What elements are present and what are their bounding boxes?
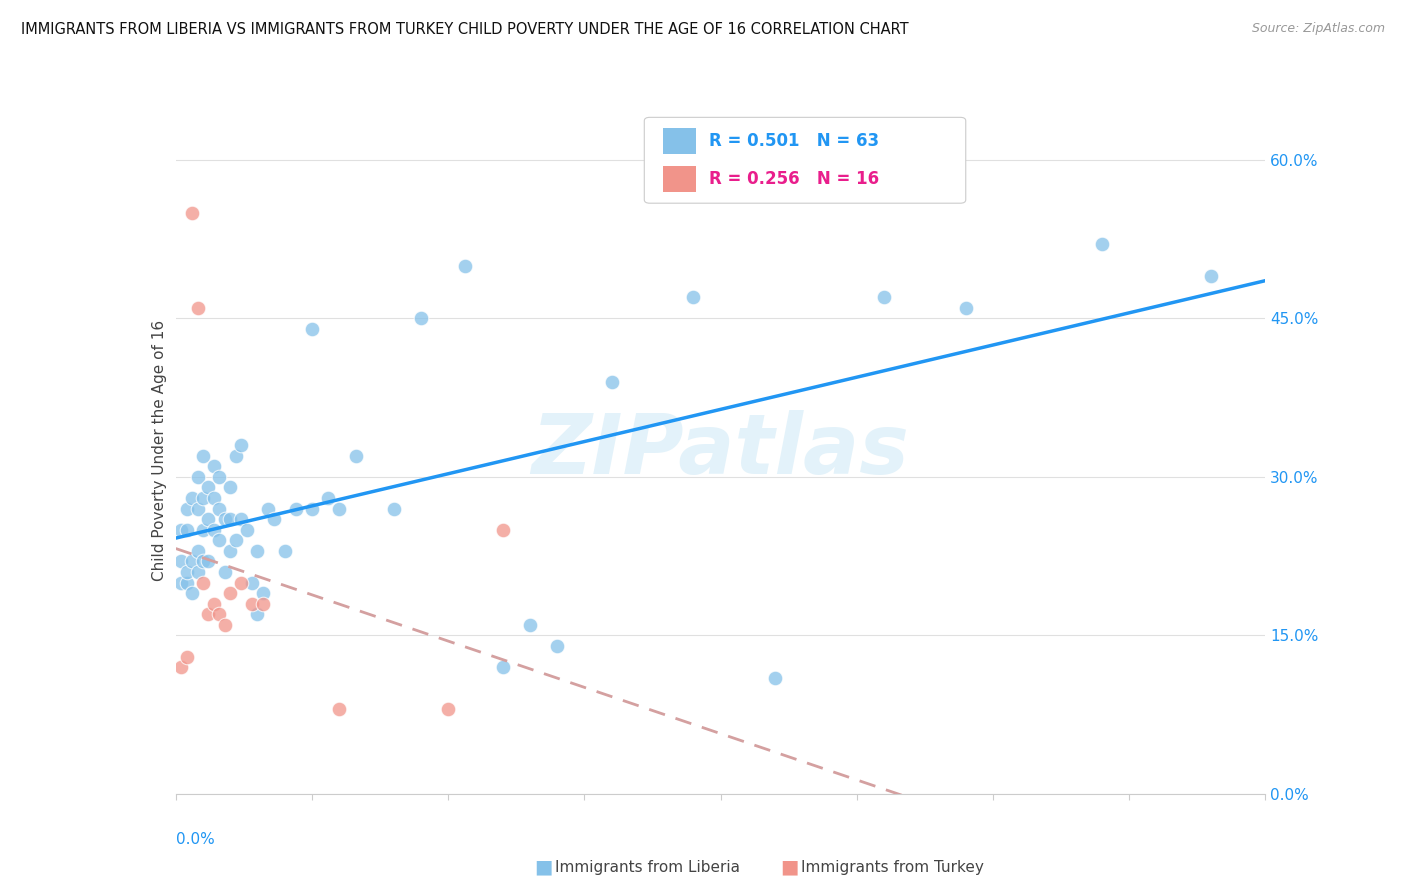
- Point: [208, 501, 231, 516]
- Point: [344, 449, 367, 463]
- Point: [246, 607, 269, 622]
- Point: [252, 597, 274, 611]
- Point: [214, 512, 236, 526]
- Point: [246, 544, 269, 558]
- Point: [955, 301, 977, 315]
- Point: [202, 597, 225, 611]
- Point: [763, 671, 786, 685]
- Point: [176, 575, 198, 590]
- Point: [240, 597, 263, 611]
- Point: [191, 523, 214, 537]
- Point: [181, 491, 204, 505]
- Point: [328, 501, 350, 516]
- Text: IMMIGRANTS FROM LIBERIA VS IMMIGRANTS FROM TURKEY CHILD POVERTY UNDER THE AGE OF: IMMIGRANTS FROM LIBERIA VS IMMIGRANTS FR…: [21, 22, 908, 37]
- Point: [186, 565, 209, 579]
- Point: [186, 301, 209, 315]
- Point: [219, 512, 242, 526]
- Point: [263, 512, 285, 526]
- Point: [252, 586, 274, 600]
- Point: [873, 290, 896, 304]
- Point: [328, 702, 350, 716]
- Text: ■: ■: [534, 857, 553, 877]
- FancyBboxPatch shape: [662, 128, 696, 154]
- FancyBboxPatch shape: [662, 166, 696, 192]
- Point: [437, 702, 460, 716]
- Point: [176, 565, 198, 579]
- Point: [186, 470, 209, 484]
- Text: ■: ■: [780, 857, 799, 877]
- Point: [219, 480, 242, 494]
- Point: [453, 259, 475, 273]
- Point: [197, 512, 219, 526]
- Text: R = 0.501   N = 63: R = 0.501 N = 63: [709, 132, 879, 150]
- Point: [284, 501, 307, 516]
- Point: [214, 617, 236, 632]
- Point: [181, 205, 204, 219]
- Point: [382, 501, 405, 516]
- Point: [176, 523, 198, 537]
- Point: [186, 501, 209, 516]
- Point: [214, 565, 236, 579]
- Point: [202, 523, 225, 537]
- Point: [301, 322, 323, 336]
- Point: [301, 501, 323, 516]
- Point: [208, 607, 231, 622]
- Point: [1199, 269, 1222, 284]
- Text: ZIPatlas: ZIPatlas: [531, 410, 910, 491]
- Text: 0.0%: 0.0%: [176, 831, 215, 847]
- Point: [409, 311, 432, 326]
- Point: [170, 575, 193, 590]
- Point: [197, 554, 219, 568]
- Point: [225, 449, 247, 463]
- Point: [492, 660, 515, 674]
- Point: [176, 649, 198, 664]
- Point: [176, 501, 198, 516]
- Point: [191, 449, 214, 463]
- Point: [1091, 237, 1114, 252]
- Point: [682, 290, 704, 304]
- Point: [186, 544, 209, 558]
- Point: [170, 523, 193, 537]
- Point: [240, 575, 263, 590]
- Point: [519, 617, 541, 632]
- Point: [235, 523, 257, 537]
- Point: [225, 533, 247, 548]
- Text: Source: ZipAtlas.com: Source: ZipAtlas.com: [1251, 22, 1385, 36]
- Point: [181, 586, 204, 600]
- Point: [231, 438, 253, 452]
- Y-axis label: Child Poverty Under the Age of 16: Child Poverty Under the Age of 16: [152, 320, 167, 581]
- Text: R = 0.256   N = 16: R = 0.256 N = 16: [709, 169, 879, 188]
- FancyBboxPatch shape: [644, 118, 966, 203]
- Point: [318, 491, 340, 505]
- Point: [600, 375, 623, 389]
- Point: [181, 554, 204, 568]
- Point: [208, 533, 231, 548]
- Point: [202, 491, 225, 505]
- Point: [257, 501, 280, 516]
- Point: [170, 554, 193, 568]
- Text: Immigrants from Turkey: Immigrants from Turkey: [801, 860, 984, 874]
- Point: [274, 544, 297, 558]
- Point: [219, 586, 242, 600]
- Point: [191, 575, 214, 590]
- Point: [231, 512, 253, 526]
- Point: [219, 544, 242, 558]
- Point: [231, 575, 253, 590]
- Point: [197, 607, 219, 622]
- Point: [546, 639, 568, 653]
- Point: [208, 470, 231, 484]
- Point: [202, 459, 225, 474]
- Point: [492, 523, 515, 537]
- Point: [191, 554, 214, 568]
- Point: [197, 480, 219, 494]
- Text: Immigrants from Liberia: Immigrants from Liberia: [555, 860, 741, 874]
- Point: [191, 491, 214, 505]
- Point: [170, 660, 193, 674]
